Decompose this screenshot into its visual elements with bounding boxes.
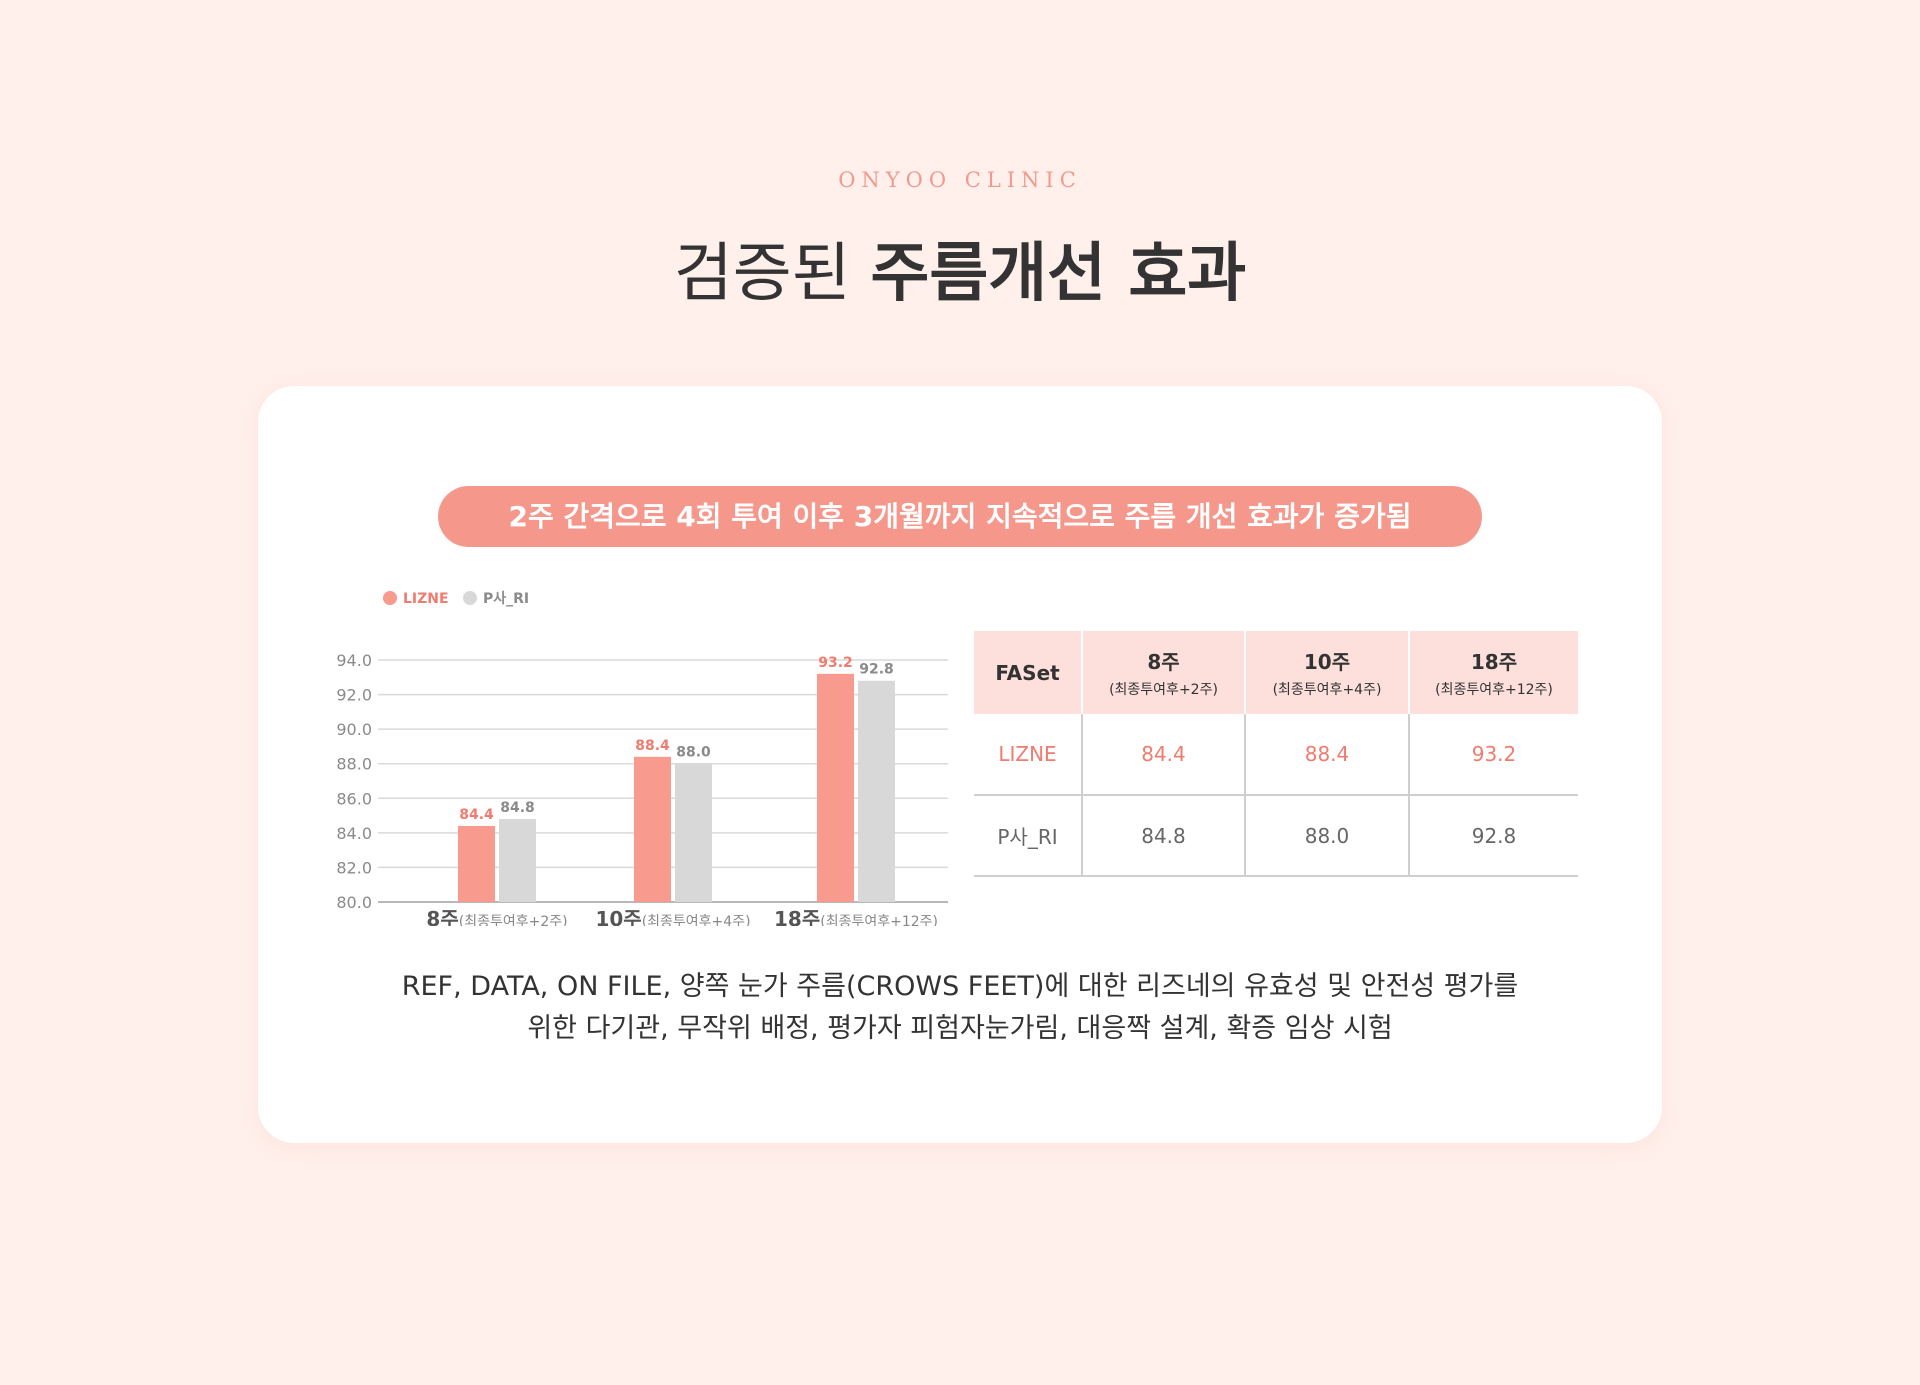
table-cell: 84.8 [1082, 795, 1246, 877]
bar-lizne [458, 825, 495, 902]
table-cell: 93.2 [1409, 714, 1578, 796]
header-sub: (최종투여후+12주) [1435, 682, 1553, 698]
reference-note-line: 위한 다기관, 무작위 배정, 평가자 피험자눈가림, 대응짝 설계, 확증 임… [527, 1013, 1393, 1044]
y-tick-label: 90.0 [336, 720, 372, 739]
table-cell: P사_RI [974, 795, 1083, 877]
bar-chart: LIZNE P사_RI 80.0 82.0 84.0 86.0 88.0 90.0 92.0 94… [336, 591, 948, 926]
legend-swatch [383, 591, 397, 605]
reference-note: REF, DATA, ON FILE, 양쪽 눈가 주름(CROWS FEET)… [258, 966, 1662, 1050]
legend-swatch [463, 591, 477, 605]
table-cell: 88.0 [1245, 795, 1410, 877]
data-label: 84.4 [459, 807, 494, 823]
y-tick-label: 84.0 [336, 824, 372, 843]
legend-label: LIZNE [403, 591, 449, 607]
y-tick-label: 94.0 [336, 651, 372, 670]
table-header-row: FASet 8주 (최종투여후+2주) 10주 (최종투여후+4주) 18주 (최종투… [974, 631, 1578, 714]
y-tick-label: 82.0 [336, 858, 372, 877]
y-tick-label: 88.0 [336, 755, 372, 774]
x-tick-label: 8주(최종투여후+2주) [426, 907, 567, 926]
x-tick-label: 10주(최종투여후+4주) [595, 907, 750, 926]
data-label: 84.8 [500, 800, 535, 816]
table-row: P사_RI 84.8 88.0 92.8 [974, 795, 1578, 877]
y-tick-label: 80.0 [336, 893, 372, 912]
header-week: 10주 [1303, 650, 1351, 674]
data-label: 93.2 [818, 655, 853, 671]
brand-name: ONYOO CLINIC [838, 168, 1082, 192]
table-header-cell: FASet [974, 631, 1083, 714]
header-sub: (최종투여후+2주) [1109, 682, 1218, 698]
bar-pri [675, 763, 712, 902]
table-cell: 88.4 [1245, 714, 1410, 796]
data-label: 92.8 [859, 662, 894, 678]
y-tick-label: 86.0 [336, 789, 372, 808]
header-week: 8주 [1147, 650, 1180, 674]
summary-pill: 2주 간격으로 4회 투여 이후 3개월까지 지속적으로 주름 개선 효과가 증… [438, 486, 1482, 547]
results-card: 2주 간격으로 4회 투여 이후 3개월까지 지속적으로 주름 개선 효과가 증… [258, 386, 1662, 1143]
page-title-light: 검증된 [673, 237, 851, 311]
page-title-bold: 주름개선 효과 [870, 237, 1247, 311]
legend-label: P사_RI [483, 591, 529, 607]
data-label: 88.0 [676, 745, 711, 761]
bar-lizne [634, 756, 671, 902]
y-tick-label: 92.0 [336, 686, 372, 705]
table-header-cell: 8주 (최종투여후+2주) [1082, 631, 1246, 714]
data-label: 88.4 [635, 738, 670, 754]
table-row: LIZNE 84.4 88.4 93.2 [974, 714, 1578, 796]
table-cell: 92.8 [1409, 795, 1578, 877]
bar-pri [499, 819, 536, 902]
header-week: 18주 [1470, 650, 1518, 674]
reference-note-line: REF, DATA, ON FILE, 양쪽 눈가 주름(CROWS FEET)… [401, 971, 1519, 1002]
table-header-cell: 10주 (최종투여후+4주) [1245, 631, 1410, 714]
table-cell: 84.4 [1082, 714, 1246, 796]
x-tick-label: 18주(최종투여후+12주) [774, 907, 938, 926]
results-table: FASet 8주 (최종투여후+2주) 10주 (최종투여후+4주) 18주 (최종투… [974, 631, 1578, 877]
header-sub: (최종투여후+4주) [1272, 682, 1382, 698]
table-header-cell: 18주 (최종투여후+12주) [1409, 631, 1578, 714]
table-cell: LIZNE [974, 714, 1083, 796]
page-title: 검증된 주름개선 효과 [0, 222, 1920, 314]
bar-pri [858, 680, 895, 902]
bar-lizne [817, 673, 854, 902]
